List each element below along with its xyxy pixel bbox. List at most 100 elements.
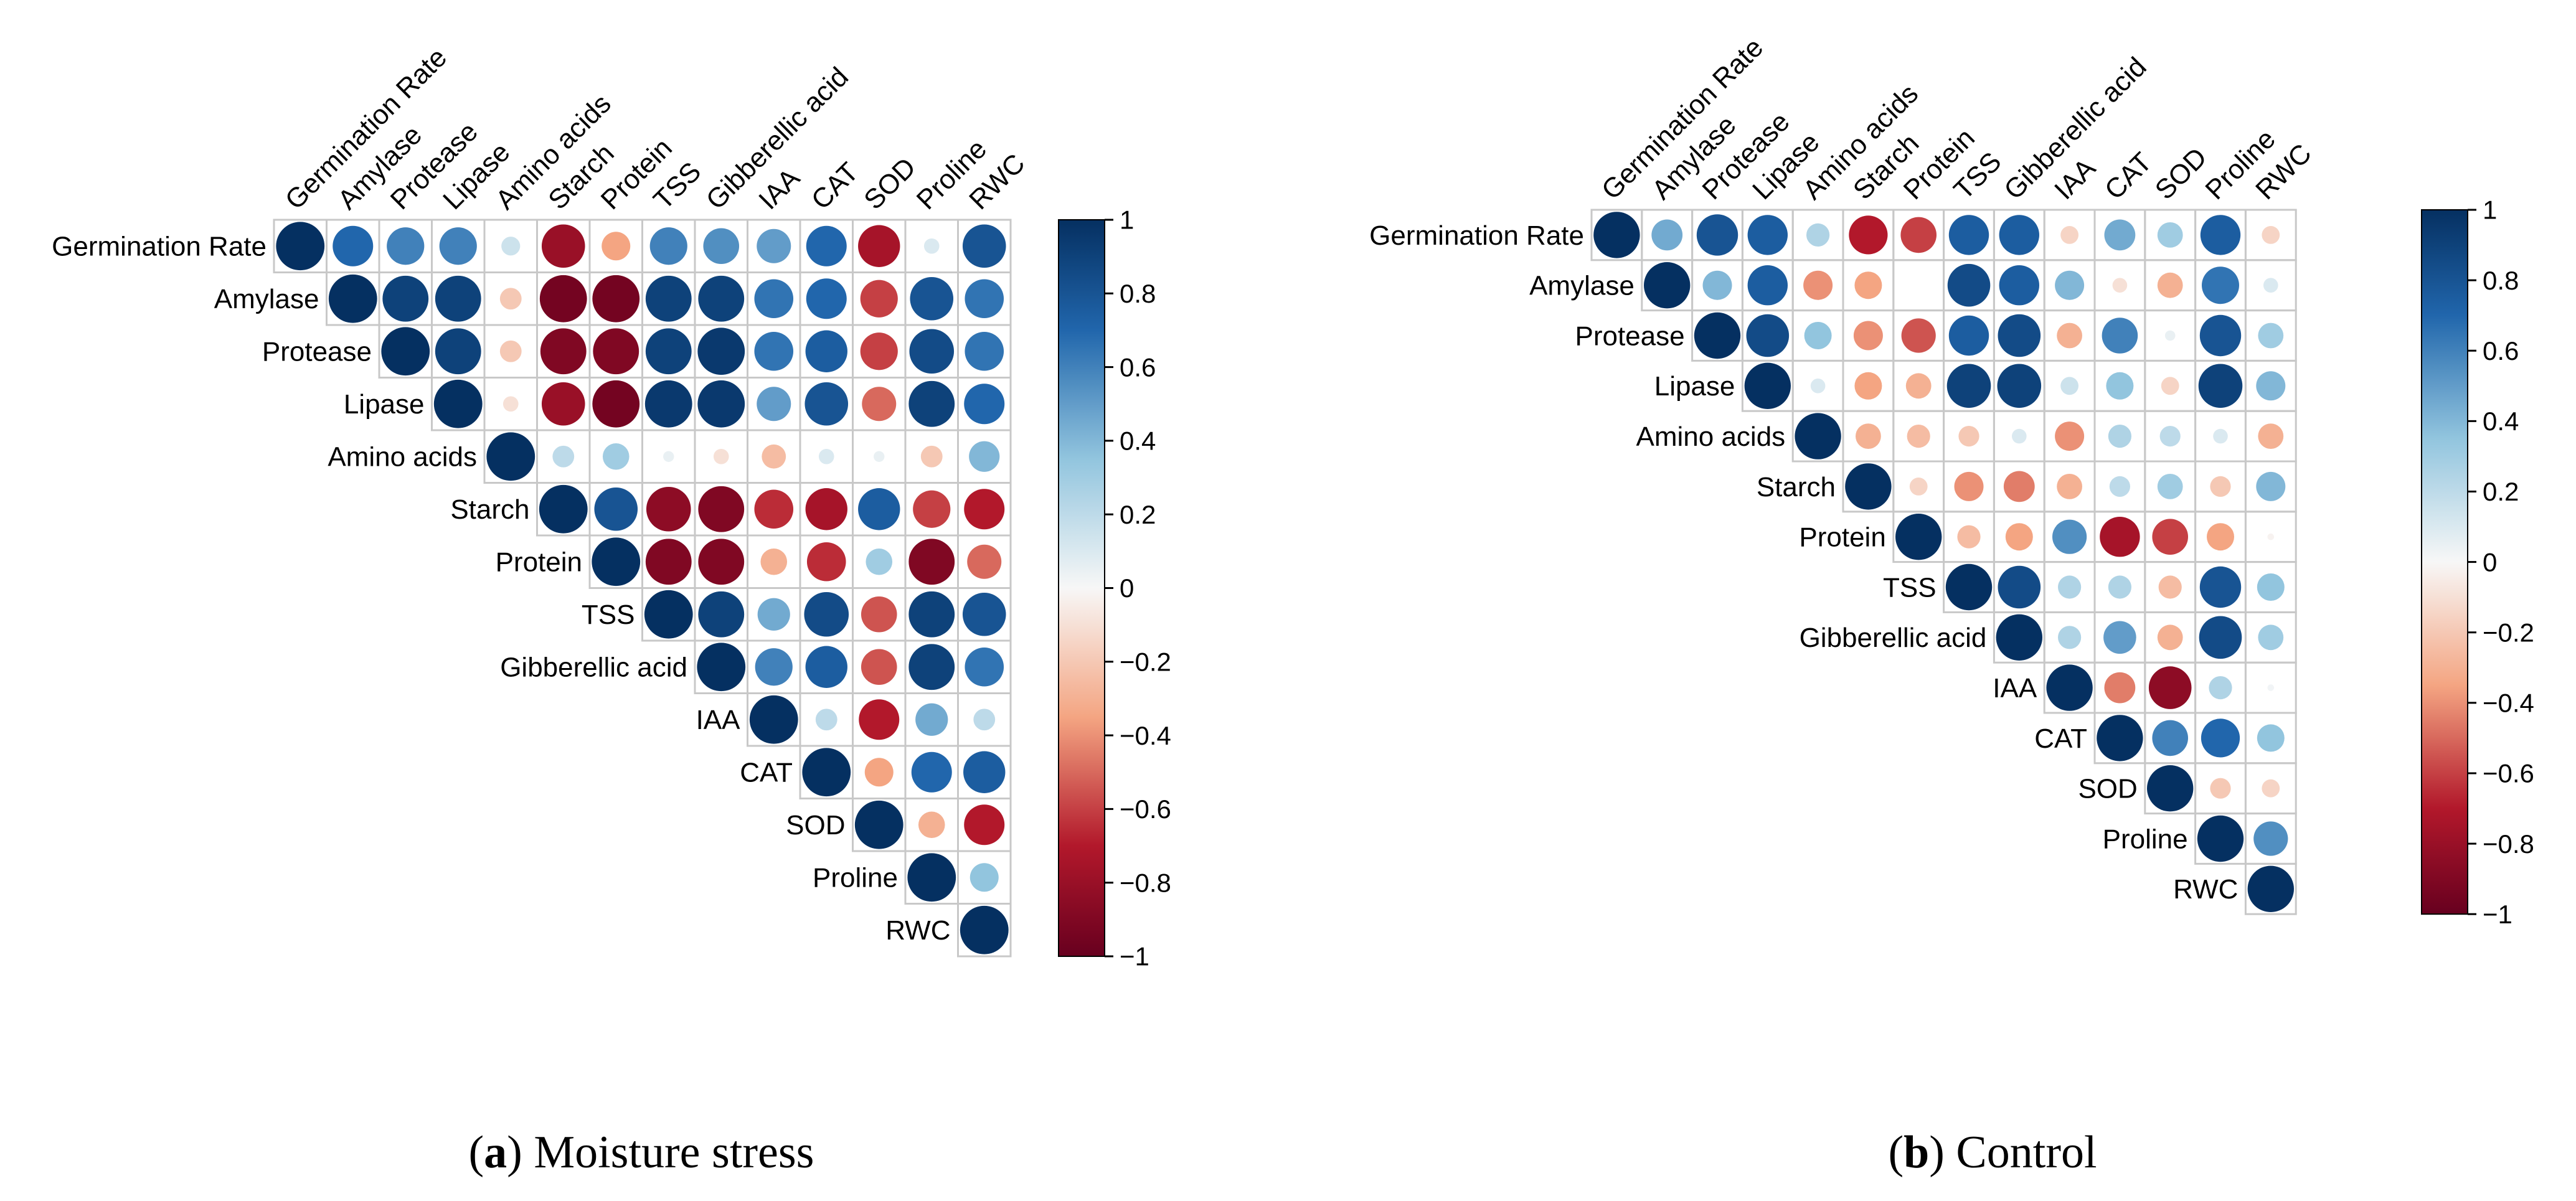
corr-circle-starch-cat — [805, 488, 847, 530]
row-label-amylase: Amylase — [1529, 271, 1635, 301]
colorbar-tick-label: −0.8 — [1120, 868, 1171, 897]
corr-circle-amino-acids-cat — [818, 448, 834, 464]
row-label-sod: SOD — [2078, 774, 2137, 804]
corr-circle-tss-tss — [644, 590, 693, 639]
corr-circle-sod-rwc — [2262, 779, 2280, 798]
colorbar-tick-label: 0.2 — [2483, 477, 2519, 506]
col-label-cat: CAT — [2099, 147, 2158, 206]
corr-circle-protease-protein — [1901, 318, 1936, 353]
corr-circle-amylase-iaa — [754, 279, 794, 319]
corr-circle-amylase-sod — [860, 280, 898, 318]
row-label-proline: Proline — [813, 863, 898, 893]
corr-circle-protease-starch — [1853, 321, 1883, 351]
corr-circle-amylase-starch — [539, 275, 587, 323]
corr-circle-protease-protease — [1694, 312, 1741, 359]
corr-circle-protein-gibberellic-acid — [698, 539, 745, 585]
corr-circle-amylase-cat — [806, 278, 847, 319]
corr-circle-amylase-tss — [1947, 263, 1991, 307]
corr-circle-germination-rate-cat — [806, 225, 847, 266]
corr-circle-cat-sod — [864, 758, 894, 787]
panel-moisture-stress: Germination Rate Amylase Protease Lipase Ami… — [52, 42, 1171, 971]
row-label-tss: TSS — [582, 600, 635, 630]
colorbar — [1058, 219, 1105, 957]
row-label-lipase: Lipase — [344, 389, 425, 420]
row-label-sod: SOD — [786, 810, 845, 841]
corr-circle-cat-rwc — [963, 751, 1006, 793]
corr-circle-amylase-amino-acids — [499, 288, 522, 310]
corr-circle-protease-lipase — [435, 328, 481, 375]
corr-circle-protease-proline — [909, 329, 955, 374]
corr-circle-gibberellic-acid-iaa — [2058, 626, 2082, 649]
corr-circle-protein-iaa — [760, 548, 788, 575]
corr-circle-lipase-gibberellic-acid — [1997, 364, 2042, 408]
corr-circle-iaa-cat — [815, 709, 837, 731]
corr-circle-cat-rwc — [2257, 724, 2285, 752]
colorbar-tick-label: −0.2 — [2483, 618, 2534, 647]
corr-circle-germination-rate-amylase — [1651, 219, 1683, 251]
corr-circle-lipase-sod — [862, 387, 897, 422]
corr-circle-iaa-rwc — [2267, 684, 2275, 691]
corr-circle-proline-rwc — [2253, 821, 2288, 856]
colorbar-tick-label: 0.4 — [1120, 426, 1156, 456]
corr-circle-lipase-starch — [1854, 372, 1882, 400]
corr-circle-gibberellic-acid-gibberellic-acid — [697, 643, 746, 692]
corr-circle-amino-acids-tss — [1958, 426, 1979, 447]
row-label-germination-rate: Germination Rate — [52, 232, 267, 262]
corr-circle-tss-rwc — [2257, 573, 2285, 601]
row-label-protein: Protein — [1799, 522, 1885, 553]
corr-circle-amylase-tss — [645, 275, 692, 322]
corr-circle-germination-rate-amino-acids — [1806, 223, 1830, 247]
corr-circle-amino-acids-rwc — [969, 441, 1000, 472]
corr-circle-rwc-rwc — [960, 905, 1009, 954]
colorbar-tick-label: 0.8 — [2483, 266, 2519, 295]
colorbar-tick-label: −0.8 — [2483, 829, 2534, 859]
corr-circle-starch-sod — [2157, 474, 2183, 499]
corr-circle-tss-cat — [2108, 575, 2131, 599]
corr-circle-amylase-rwc — [965, 279, 1004, 319]
corr-circle-amino-acids-protein — [1907, 425, 1930, 448]
row-label-proline: Proline — [2103, 824, 2188, 854]
corr-circle-gibberellic-acid-gibberellic-acid — [1996, 614, 2042, 661]
corr-circle-tss-proline — [2199, 566, 2242, 608]
corr-circle-rwc-rwc — [2247, 865, 2294, 913]
corr-circle-amino-acids-tss — [663, 451, 674, 462]
corr-circle-protein-cat — [2100, 517, 2140, 557]
corr-circle-starch-gibberellic-acid — [2003, 471, 2035, 502]
corr-circle-cat-proline — [2201, 718, 2240, 758]
row-label-gibberellic-acid: Gibberellic acid — [1800, 623, 1987, 653]
corr-circle-germination-rate-sod — [2157, 222, 2183, 248]
corr-circle-protein-iaa — [2052, 519, 2087, 554]
corr-circle-amylase-gibberellic-acid — [698, 275, 745, 322]
col-label-cat: CAT — [806, 157, 865, 216]
corr-circle-iaa-iaa — [2046, 664, 2093, 711]
row-label-iaa: IAA — [696, 705, 741, 735]
colorbar-tick-label: −0.6 — [1120, 794, 1171, 824]
corr-circle-lipase-gibberellic-acid — [697, 380, 745, 428]
corr-circle-starch-rwc — [2256, 471, 2286, 501]
corr-circle-protease-amino-acids — [499, 340, 522, 362]
corr-circle-starch-proline — [2210, 476, 2231, 497]
corr-circle-amylase-gibberellic-acid — [1999, 265, 2039, 306]
corr-circle-proline-rwc — [970, 863, 999, 892]
row-label-rwc: RWC — [2173, 874, 2238, 905]
corr-circle-protease-gibberellic-acid — [697, 327, 745, 375]
corr-circle-starch-tss — [1954, 471, 1984, 501]
corr-circle-germination-rate-cat — [2104, 219, 2136, 251]
corr-circle-tss-gibberellic-acid — [698, 591, 745, 638]
corr-circle-gibberellic-acid-cat — [805, 646, 847, 688]
corr-circle-amylase-proline — [2202, 266, 2239, 304]
corr-circle-protease-rwc — [2258, 323, 2284, 349]
row-label-protease: Protease — [262, 337, 372, 367]
corr-circle-gibberellic-acid-rwc — [965, 647, 1004, 687]
row-label-tss: TSS — [1883, 572, 1937, 603]
corr-circle-gibberellic-acid-sod — [2157, 624, 2183, 651]
row-label-protein: Protein — [496, 547, 582, 578]
row-label-germination-rate: Germination Rate — [1369, 220, 1584, 251]
row-label-cat: CAT — [2034, 723, 2087, 754]
corr-circle-protease-rwc — [965, 331, 1004, 371]
corr-circle-starch-starch — [1845, 463, 1892, 510]
corr-circle-starch-tss — [646, 486, 691, 532]
corr-circle-protein-tss — [1957, 525, 1981, 549]
corr-circle-germination-rate-germination-rate — [1593, 212, 1640, 258]
corr-circle-amino-acids-starch — [552, 445, 575, 468]
